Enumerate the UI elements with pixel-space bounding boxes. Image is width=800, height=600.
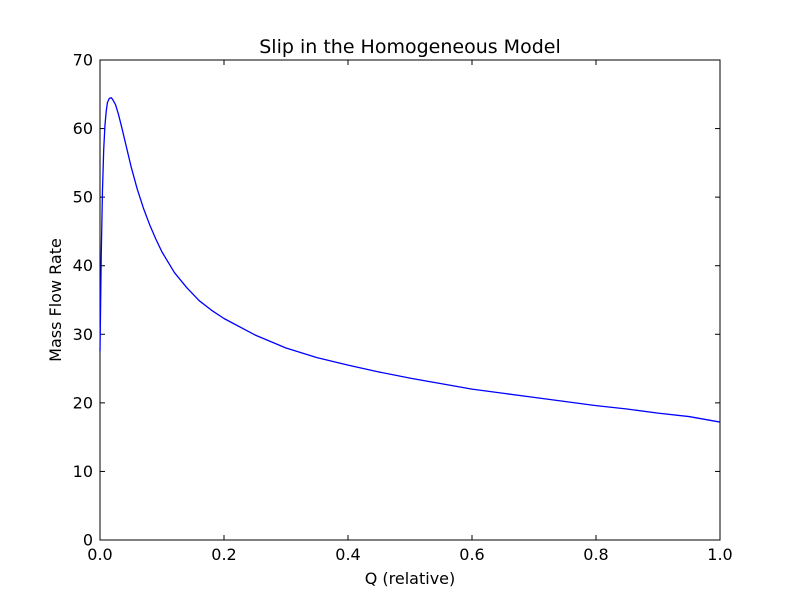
x-tick-label: 0.4	[335, 545, 360, 564]
y-tick-label: 20	[73, 393, 93, 412]
y-tick-label: 0	[83, 531, 93, 550]
chart-title: Slip in the Homogeneous Model	[259, 36, 560, 58]
y-axis-label: Mass Flow Rate	[46, 238, 65, 362]
plot-area: 0.0 0.2 0.4 0.6 0.8 1.0 0 10 20 30 40 50 60 70	[73, 51, 733, 565]
x-axis-ticks: 0.0 0.2 0.4 0.6 0.8 1.0	[87, 60, 733, 564]
plot-frame	[99, 59, 721, 541]
y-tick-label: 10	[73, 462, 93, 481]
series-layer	[99, 97, 721, 423]
y-tick-label: 70	[73, 51, 93, 70]
y-tick-label: 60	[73, 119, 93, 138]
y-tick-label: 50	[73, 188, 93, 207]
y-tick-label: 30	[73, 325, 93, 344]
x-tick-label: 0.0	[87, 545, 112, 564]
series-line-1	[99, 97, 721, 423]
x-tick-label: 0.8	[583, 545, 608, 564]
x-axis-label: Q (relative)	[365, 569, 456, 588]
x-tick-label: 0.6	[459, 545, 484, 564]
y-axis-ticks: 0 10 20 30 40 50 60 70	[73, 51, 720, 550]
y-tick-label: 40	[73, 256, 93, 275]
x-tick-label: 1.0	[707, 545, 732, 564]
x-tick-label: 0.2	[211, 545, 236, 564]
